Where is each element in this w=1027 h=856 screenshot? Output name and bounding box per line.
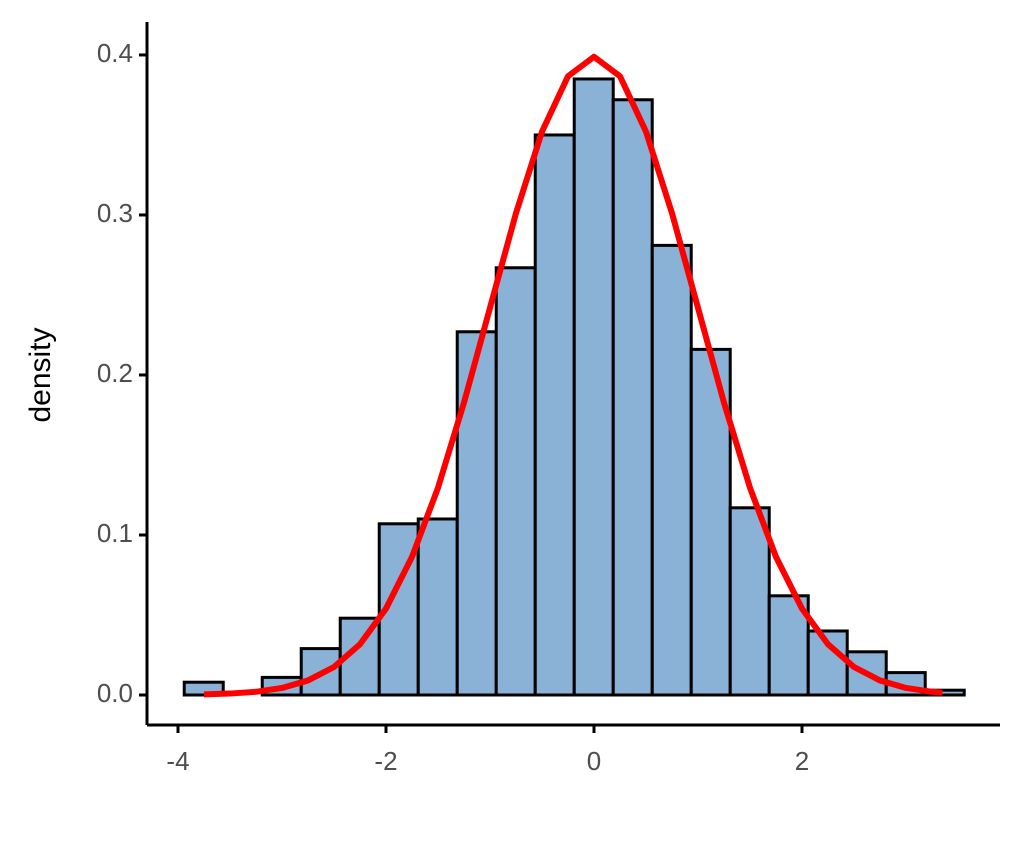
- y-tick-label: 0.0: [97, 678, 133, 708]
- x-tick-label: -2: [374, 746, 397, 776]
- bar: [728, 506, 771, 697]
- bar: [533, 133, 576, 697]
- bar: [494, 266, 537, 697]
- x-tick-label: -4: [166, 746, 189, 776]
- bar: [455, 330, 498, 697]
- y-tick-label: 0.3: [97, 198, 133, 228]
- bar: [650, 243, 693, 697]
- bar: [611, 98, 654, 697]
- x-tick-label: 0: [587, 746, 601, 776]
- y-axis-label: density: [24, 327, 57, 422]
- density-curve: [203, 53, 943, 698]
- bar: [299, 647, 342, 697]
- y-tick-label: 0.1: [97, 518, 133, 548]
- bar: [416, 517, 459, 697]
- y-tick-label: 0.4: [97, 38, 133, 68]
- x-tick-label: 2: [795, 746, 809, 776]
- bar: [572, 77, 615, 697]
- y-tick-label: 0.2: [97, 358, 133, 388]
